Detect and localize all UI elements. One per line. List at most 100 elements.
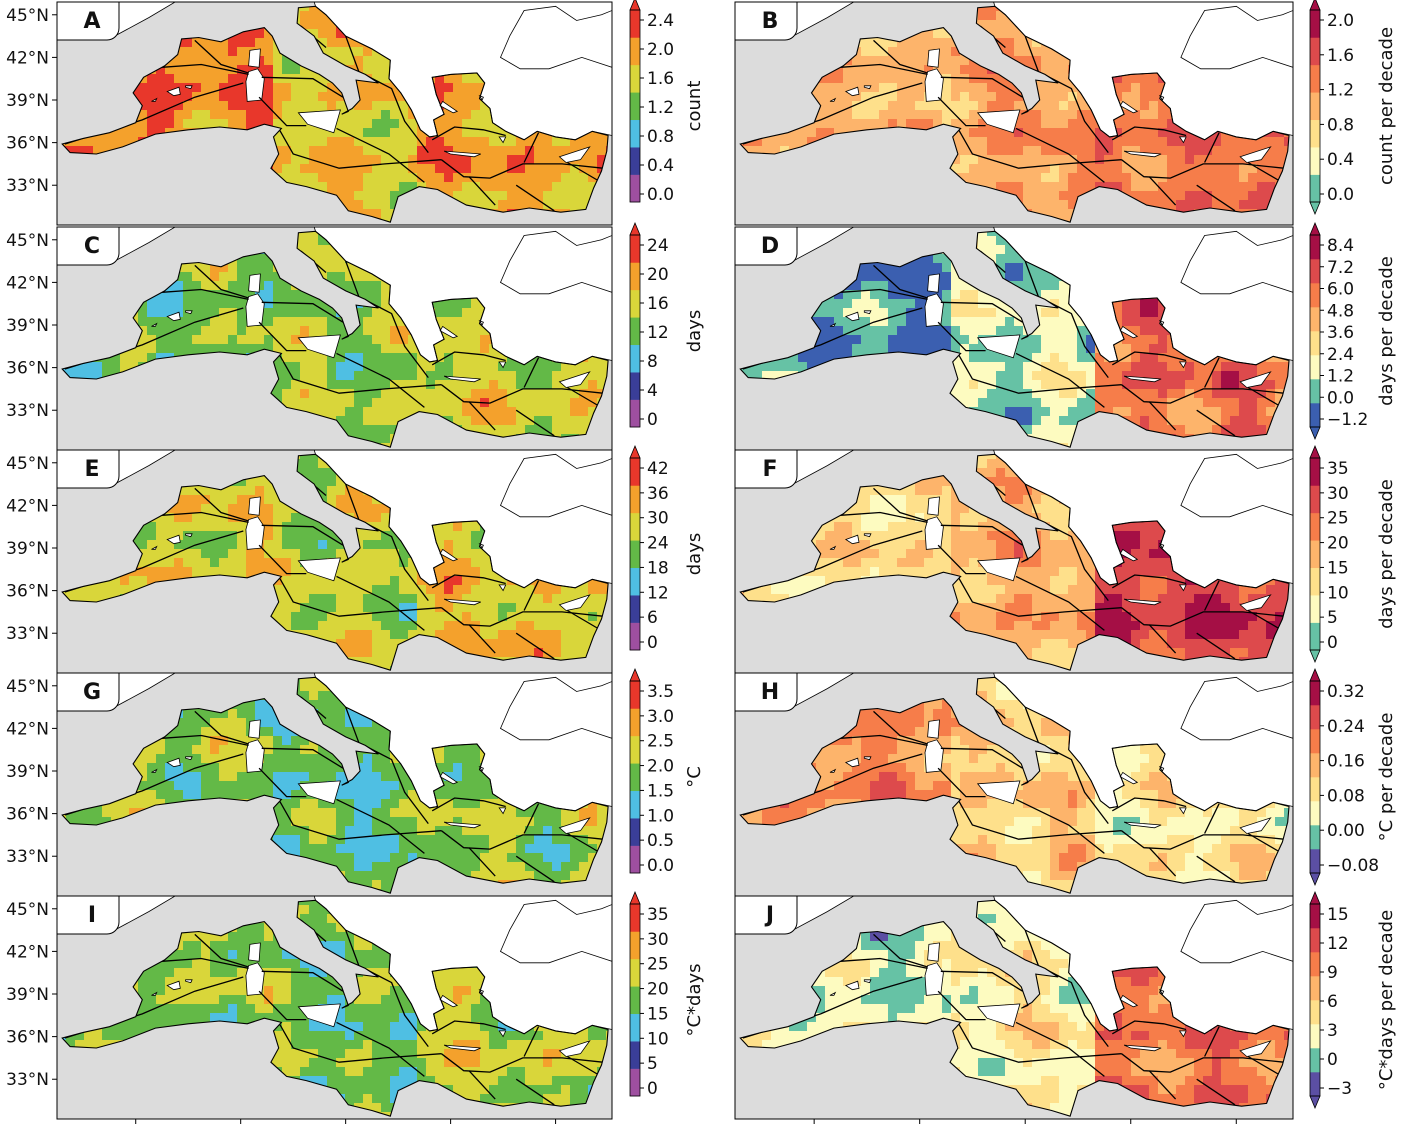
colorbar-segment (1310, 952, 1320, 977)
colorbar-segment (1310, 174, 1320, 203)
colorbar-tick-label: 18 (647, 558, 669, 578)
colorbar-segment (1310, 622, 1320, 651)
colorbar-tick-label: 20 (647, 980, 669, 1000)
lat-tick-label: 36°N (6, 359, 49, 379)
panel-D: D 8.47.26.04.83.62.41.20.0−1.2 days per de… (734, 221, 1397, 451)
colorbar-segment (1310, 1072, 1320, 1097)
colorbar-segment (630, 399, 640, 428)
lat-tick-label: 42°N (6, 719, 49, 739)
land (735, 896, 1293, 1117)
colorbar-tick-label: 35 (1327, 459, 1349, 479)
colorbar-segment (1310, 259, 1320, 284)
colorbar-tick-label: 0.4 (1327, 150, 1354, 170)
colorbar-tick-label: 6.0 (1327, 280, 1354, 300)
panel-frame (56, 895, 613, 1120)
panel-letter: I (88, 903, 96, 928)
colorbar-segment (630, 512, 640, 541)
colorbar-segment (630, 64, 640, 93)
panel-letter: J (764, 903, 774, 928)
colorbar-tick-label: 5 (647, 1054, 658, 1074)
lat-tick-label: 39°N (6, 762, 49, 782)
colorbar-C: 24 20 16 12 8 4 0 days (629, 221, 705, 430)
colorbar-tick-label: 10 (647, 1029, 669, 1049)
colorbar-segment (1310, 355, 1320, 380)
colorbar-label: days (684, 310, 705, 353)
panel-H: H 0.32 0.24 0.16 0.08 0.00 −0.08 °C per decade (734, 667, 1397, 897)
colorbar-A: 2.4 2.0 1.6 1.2 0.8 0.4 0.0 count (629, 0, 705, 205)
colorbar-segment (630, 1013, 640, 1042)
colorbar-J: 15 12 9 6 3 0 −3 °C*days per decade (1309, 890, 1397, 1110)
colorbar-tick-label: 4 (647, 381, 658, 401)
colorbar-tick-label: 2.5 (647, 732, 674, 752)
colorbar-tick-label: 42 (647, 459, 669, 479)
lat-tick-label: 39°N (6, 539, 49, 559)
colorbar-segment (1310, 777, 1320, 802)
colorbar-segment (1310, 1048, 1320, 1073)
colorbar-segment (630, 119, 640, 148)
colorbar-tick-label: 1.2 (1327, 367, 1354, 387)
panel-letter-box: A (56, 1, 120, 41)
colorbar-tick-label: 2.4 (647, 11, 674, 31)
colorbar-tick-label: 0 (647, 410, 658, 430)
panel-G: G 45°N 42°N 39°N 36°N 33°N 3.5 3.0 2.5 2.0 1.5 1.0 0… (6, 667, 705, 897)
colorbar-tick-label: −3 (1327, 1079, 1352, 1099)
colorbar-tick-label: 0 (1327, 1050, 1338, 1070)
lat-tick-label: 45°N (6, 900, 49, 920)
subregion-boundaries (742, 250, 1284, 437)
colorbar-segment (1310, 540, 1320, 569)
colorbar-tick-label: 8.4 (1327, 236, 1354, 256)
land (735, 2, 1293, 223)
lat-tick-label: 45°N (6, 677, 49, 697)
colorbar-tick-label: 0.16 (1327, 752, 1365, 772)
subregion-boundaries (64, 919, 603, 1106)
colorbar-tick-label: 2.0 (1327, 11, 1354, 31)
colorbar-tick-label: 0.08 (1327, 786, 1365, 806)
colorbar-segment (630, 1068, 640, 1097)
panel-B: B 2.0 1.6 1.2 0.8 0.4 0.0 count per decade (734, 0, 1397, 226)
colorbar-B: 2.0 1.6 1.2 0.8 0.4 0.0 count per decade (1309, 0, 1397, 216)
colorbar-segment (1310, 753, 1320, 778)
colorbar-segment (1310, 10, 1320, 38)
lat-tick-label: 45°N (6, 6, 49, 26)
colorbar-tick-label: 25 (647, 955, 669, 975)
colorbar-tick-label: 0 (647, 633, 658, 653)
panel-letter: D (761, 234, 779, 259)
lat-tick-label: 36°N (6, 805, 49, 825)
colorbar-tick-label: 1.2 (647, 98, 674, 118)
colorbar-segment (1310, 849, 1320, 874)
panel-letter-box: E (56, 449, 120, 489)
colorbar-segment (630, 708, 640, 737)
colorbar-tick-label: 30 (1327, 484, 1349, 504)
lat-tick-label: 36°N (6, 134, 49, 154)
colorbar-segment (1310, 403, 1320, 428)
colorbar-segment (630, 845, 640, 874)
lat-tick-label: 33°N (6, 1070, 49, 1090)
colorbar-segment (1310, 801, 1320, 826)
colorbar-segment (1310, 976, 1320, 1001)
lat-tick-label: 33°N (6, 176, 49, 196)
colorbar-segment (1310, 92, 1320, 121)
panel-C: C 45°N 42°N 39°N 36°N 33°N 24 20 16 12 8 4 0 days (6, 221, 705, 451)
colorbar-segment (630, 92, 640, 121)
colorbar-label: days per decade (1376, 479, 1397, 629)
colorbar-segment (1310, 1000, 1320, 1025)
colorbar-tick-label: 0.0 (1327, 388, 1354, 408)
colorbar-segment (630, 986, 640, 1015)
colorbar-segment (630, 10, 640, 38)
colorbar-tick-label: 1.0 (647, 806, 674, 826)
lat-tick-label: 45°N (6, 454, 49, 474)
colorbar-label: °C per decade (1376, 713, 1397, 842)
colorbar-segment (1310, 825, 1320, 850)
colorbar-tick-label: 24 (647, 236, 669, 256)
colorbar-segment (630, 344, 640, 373)
colorbar-segment (1310, 595, 1320, 623)
lat-tick-label: 33°N (6, 847, 49, 867)
colorbar-tick-label: 3.5 (647, 682, 674, 702)
panel-letter-box: F (734, 449, 798, 489)
colorbar-segment (630, 763, 640, 792)
lat-tick-label: 42°N (6, 496, 49, 516)
colorbar-G: 3.5 3.0 2.5 2.0 1.5 1.0 0.5 0.0 °C (629, 667, 705, 876)
colorbar-tick-label: 0.0 (1327, 185, 1354, 205)
colorbar-tick-label: 15 (1327, 905, 1349, 925)
